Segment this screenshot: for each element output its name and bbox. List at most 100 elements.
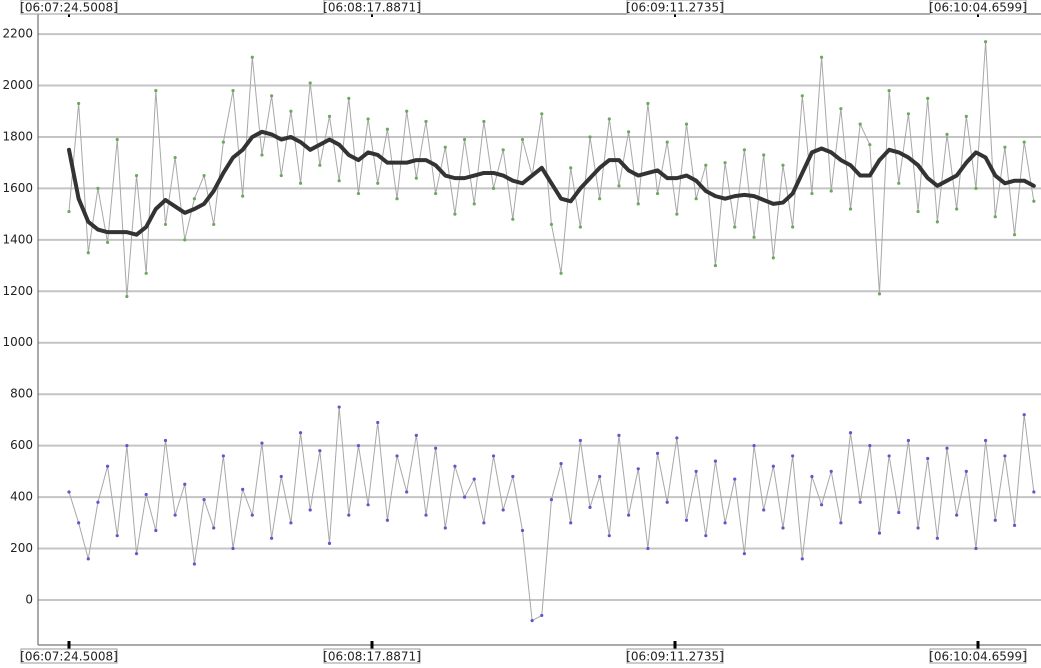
data-point — [356, 191, 361, 196]
y-tick-label: 2000 — [2, 78, 33, 92]
data-point — [298, 181, 303, 185]
data-point — [520, 528, 525, 533]
data-point — [800, 94, 804, 98]
data-point — [77, 101, 81, 106]
data-point — [945, 446, 949, 450]
data-point — [414, 433, 418, 437]
data-point — [559, 271, 563, 275]
data-point — [511, 474, 515, 479]
data-point — [183, 482, 187, 486]
data-point — [356, 444, 361, 448]
data-point — [955, 513, 959, 517]
data-point — [298, 431, 303, 435]
x-tick-box — [626, 0, 724, 15]
series-line — [66, 129, 1036, 237]
data-point — [781, 526, 785, 530]
data-point — [520, 137, 525, 142]
data-point — [279, 474, 283, 479]
y-tick-label: 600 — [10, 438, 33, 452]
data-point — [945, 132, 949, 136]
data-point — [578, 225, 582, 229]
data-point — [694, 469, 698, 473]
data-point — [501, 508, 505, 512]
data-point — [250, 513, 254, 517]
data-point — [549, 498, 554, 502]
data-point — [405, 109, 409, 113]
y-tick-label: 1200 — [2, 284, 33, 298]
data-point — [974, 546, 978, 551]
data-point — [327, 114, 332, 118]
data-point — [376, 420, 380, 425]
data-point — [202, 173, 206, 178]
data-point — [270, 536, 274, 540]
data-point — [337, 405, 341, 409]
data-point — [887, 89, 891, 93]
data-point — [810, 474, 814, 479]
data-point — [839, 107, 843, 111]
x-tick-box — [323, 0, 421, 15]
data-point — [105, 464, 110, 468]
data-point — [646, 101, 650, 106]
y-tick-label: 1400 — [2, 232, 33, 246]
data-point — [96, 186, 100, 191]
data-point — [462, 495, 467, 499]
data-point — [77, 521, 81, 525]
data-point — [231, 89, 235, 93]
data-point — [443, 526, 447, 530]
data-point — [655, 451, 660, 455]
data-point — [221, 454, 225, 458]
y-tick-label: 200 — [10, 541, 33, 555]
data-point — [511, 217, 515, 221]
data-point — [742, 148, 746, 152]
data-point — [434, 446, 438, 450]
data-point — [646, 546, 650, 551]
data-point — [453, 212, 457, 216]
data-point — [395, 197, 399, 201]
data-point — [964, 114, 968, 118]
data-point — [684, 122, 689, 126]
data-point — [289, 109, 293, 113]
data-point — [337, 179, 341, 183]
data-point — [569, 521, 573, 525]
data-point — [1022, 413, 1026, 417]
data-point — [993, 518, 997, 522]
data-point — [607, 117, 611, 121]
y-tick-label: 0 — [25, 592, 33, 606]
data-point — [569, 166, 573, 170]
x-tick-box — [626, 648, 724, 664]
data-point — [877, 531, 882, 535]
data-point — [385, 127, 389, 131]
data-point — [810, 191, 814, 196]
data-point — [839, 521, 843, 525]
data-point — [501, 148, 505, 152]
data-point — [260, 441, 264, 445]
data-point — [887, 454, 891, 458]
data-point — [163, 438, 168, 443]
data-point — [443, 145, 447, 149]
data-point — [684, 518, 689, 522]
data-point — [636, 467, 640, 471]
y-tick-label: 1600 — [2, 181, 33, 195]
data-point — [713, 459, 718, 463]
data-point — [897, 181, 901, 185]
x-tick-label: [06:07:24.5008] — [20, 650, 118, 664]
data-point — [723, 161, 727, 165]
data-point — [877, 292, 882, 296]
data-point — [115, 137, 119, 142]
data-point — [366, 503, 370, 507]
x-tick-label: [06:08:17.8871] — [323, 1, 421, 15]
data-point — [154, 89, 158, 93]
data-point — [241, 194, 245, 198]
data-point — [134, 173, 139, 178]
y-tick-label: 2200 — [2, 27, 33, 41]
data-point — [762, 153, 766, 157]
data-point — [733, 477, 737, 481]
data-point — [771, 464, 775, 468]
x-tick-box — [323, 648, 421, 664]
data-point — [897, 510, 901, 515]
x-tick-label: [06:10:04.6599] — [929, 1, 1027, 15]
data-point — [67, 490, 71, 494]
data-point — [1003, 454, 1007, 458]
data-point — [405, 490, 409, 494]
